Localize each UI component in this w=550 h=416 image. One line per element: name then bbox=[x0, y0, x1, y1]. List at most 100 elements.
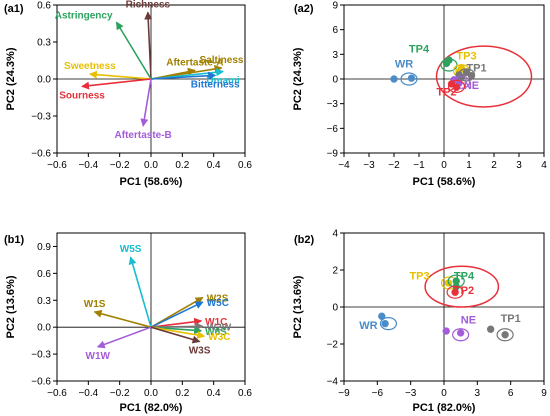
x-tick-label: −2 bbox=[388, 160, 400, 171]
x-tick-label: 0.2 bbox=[175, 160, 189, 171]
y-axis-label: PC2 (13.6%) bbox=[292, 275, 304, 338]
data-point bbox=[390, 75, 398, 83]
data-point bbox=[407, 74, 416, 82]
group-ellipse bbox=[379, 317, 398, 331]
x-tick-label: 1 bbox=[466, 160, 472, 171]
vector-label: W3C bbox=[208, 332, 230, 343]
vector-label: W1W bbox=[86, 351, 111, 362]
loading-vector bbox=[150, 317, 203, 328]
panel-b2: (b2) −9 −6 −3 0 3 6 9 −4 −2 0 2 4 PC1 (82.0%) PC2 (13.… bbox=[292, 229, 547, 415]
x-axis-label: PC1 (58.6%) bbox=[120, 176, 183, 188]
x-tick-label: 0 bbox=[441, 388, 447, 399]
data-point bbox=[486, 325, 495, 333]
x-tick-label: −6 bbox=[372, 388, 384, 399]
x-tick-label: 3 bbox=[516, 160, 522, 171]
data-point bbox=[456, 329, 465, 337]
group-ellipse bbox=[452, 328, 470, 342]
y-tick-label: −0.6 bbox=[31, 377, 51, 388]
x-tick-label: 0.4 bbox=[207, 160, 221, 171]
x-axis-label: PC1 (82.0%) bbox=[120, 402, 183, 414]
y-tick-label: −0.6 bbox=[31, 149, 51, 160]
y-axis-label: PC2 (24.3%) bbox=[292, 47, 304, 110]
x-tick-label: 0.0 bbox=[144, 388, 158, 399]
y-tick-label: 0 bbox=[332, 303, 338, 314]
y-tick-label: 0.6 bbox=[37, 1, 51, 12]
loading-vector bbox=[115, 21, 152, 80]
y-axis-label: PC2 (13.6%) bbox=[5, 275, 17, 338]
y-tick-label: 0.9 bbox=[37, 242, 51, 253]
panel-label: (a1) bbox=[4, 3, 24, 15]
vector-label: W1S bbox=[84, 299, 106, 310]
loading-vector bbox=[150, 71, 217, 80]
group-label: TP4 bbox=[454, 270, 475, 282]
x-tick-label: −0.6 bbox=[47, 160, 67, 171]
group-label: NE bbox=[461, 315, 476, 327]
vector-label: W2S bbox=[207, 294, 229, 305]
group-label: TP2 bbox=[454, 285, 474, 297]
loading-vector bbox=[93, 309, 152, 328]
vector-label: W3S bbox=[189, 346, 211, 357]
x-tick-label: −1 bbox=[413, 160, 425, 171]
loading-vector bbox=[150, 301, 204, 328]
panel-label: (b1) bbox=[4, 234, 25, 246]
vector-label: Umami bbox=[206, 76, 240, 87]
vector-label: Sweetness bbox=[64, 61, 116, 72]
y-tick-label: 0.0 bbox=[37, 75, 51, 86]
data-point bbox=[467, 72, 476, 80]
data-point bbox=[442, 327, 450, 335]
y-tick-label: 0.3 bbox=[37, 296, 51, 307]
vector-label: Aftertaste-B bbox=[115, 130, 172, 141]
x-tick-label: −3 bbox=[363, 160, 375, 171]
y-tick-label: −3 bbox=[327, 99, 339, 110]
data-point bbox=[452, 83, 461, 91]
group-label: TP1 bbox=[501, 313, 521, 325]
x-axis-label: PC1 (82.0%) bbox=[413, 402, 476, 414]
vector-label: Bitterness bbox=[191, 79, 240, 90]
panel-a1: (a1) −0.6 −0.4 −0.2 0.0 0.2 0.4 0.6 −0.6 −0.3 0.0 0… bbox=[4, 0, 252, 188]
loading-vector bbox=[81, 78, 152, 90]
y-tick-label: 0.0 bbox=[37, 323, 51, 334]
loading-vector bbox=[140, 78, 152, 127]
vector-label: W5S bbox=[120, 244, 142, 255]
y-tick-label: −2 bbox=[327, 340, 339, 351]
x-tick-label: −0.2 bbox=[110, 388, 130, 399]
x-tick-label: −3 bbox=[405, 388, 417, 399]
panel-label: (a2) bbox=[294, 3, 314, 15]
vector-label: W5C bbox=[207, 298, 229, 309]
cluster-ellipse bbox=[435, 45, 533, 108]
x-tick-label: 0.6 bbox=[238, 388, 252, 399]
group-ellipse bbox=[447, 79, 466, 94]
y-tick-label: 6 bbox=[332, 25, 338, 36]
y-tick-label: −0.3 bbox=[31, 112, 51, 123]
group-label: TP3 bbox=[409, 270, 429, 282]
x-tick-label: −0.4 bbox=[78, 388, 98, 399]
cluster-ellipse bbox=[424, 265, 500, 308]
group-label: NE bbox=[464, 80, 479, 92]
loading-vector bbox=[128, 256, 152, 328]
vector-label: Saltiness bbox=[200, 55, 244, 66]
y-axis-label: PC2 (24.3%) bbox=[5, 47, 17, 110]
panel-label: (b2) bbox=[294, 234, 315, 246]
loading-vector bbox=[150, 326, 201, 344]
panel-b1: (b1) −0.6 −0.4 −0.2 0.0 0.2 0.4 0.6 −0.6 −0.3 0.0 0… bbox=[4, 232, 252, 414]
vector-label: W1C bbox=[205, 317, 227, 328]
group-label: TP4 bbox=[409, 44, 430, 56]
x-tick-label: 6 bbox=[508, 388, 514, 399]
data-point bbox=[445, 56, 453, 64]
x-tick-label: −0.2 bbox=[110, 160, 130, 171]
vector-label: Richness bbox=[126, 0, 171, 10]
x-tick-label: 0.4 bbox=[207, 388, 221, 399]
y-tick-label: 4 bbox=[332, 229, 338, 240]
loading-vector bbox=[144, 11, 153, 80]
group-label: TP2 bbox=[436, 86, 456, 98]
data-point bbox=[451, 288, 459, 296]
panel-a2: (a2) −4 −3 −2 −1 0 1 2 3 4 −9 −6 −3 0 3 6 9 PC1 (58.6%) PC… bbox=[292, 1, 547, 189]
group-label: TP3 bbox=[456, 50, 476, 62]
group-label: WR bbox=[395, 58, 413, 70]
x-tick-label: 4 bbox=[541, 160, 547, 171]
x-tick-label: 3 bbox=[475, 388, 481, 399]
group-label: TP1 bbox=[466, 63, 486, 75]
x-tick-label: 9 bbox=[541, 388, 547, 399]
y-tick-label: 0.6 bbox=[37, 269, 51, 280]
x-tick-label: −0.6 bbox=[47, 388, 67, 399]
